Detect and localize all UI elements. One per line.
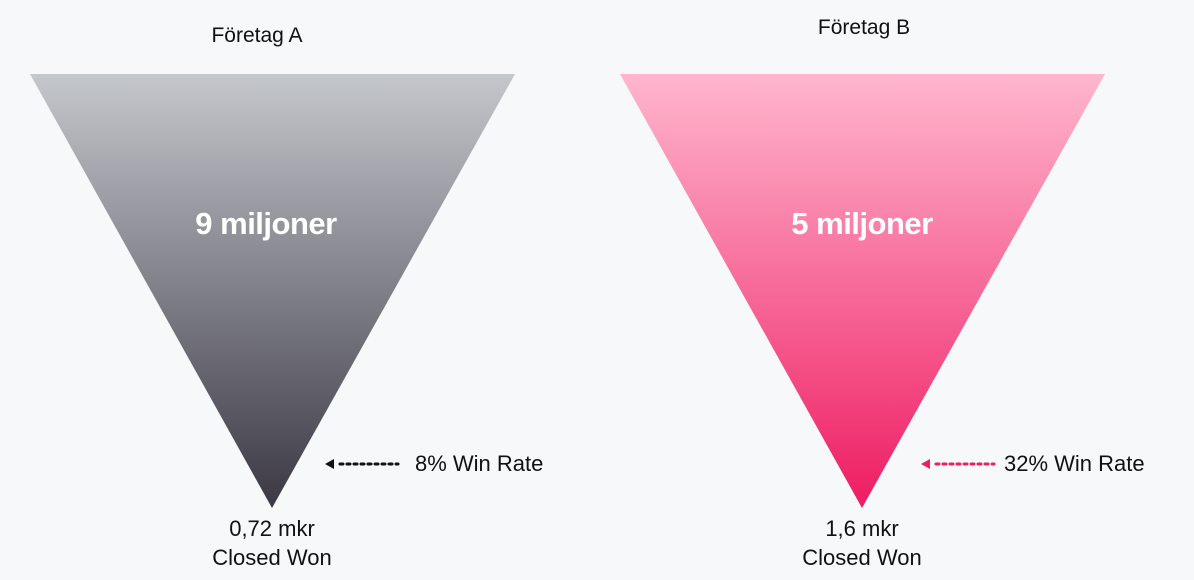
closed-label: Closed Won (802, 545, 922, 570)
closed-label: Closed Won (212, 545, 332, 570)
company-b-title: Företag B (817, 16, 911, 39)
closed-value: 0,72 mkr (229, 516, 315, 541)
arrow-left-icon-b (921, 459, 996, 469)
company-a-closed: 0,72 mkr Closed Won (212, 514, 331, 572)
company-a-title: Företag A (211, 24, 303, 47)
funnel-b-triangle (620, 74, 1105, 508)
company-b-closed: 1,6 mkr Closed Won (802, 514, 921, 572)
company-b-pipeline: 5 miljoner (791, 206, 933, 241)
funnel-a-triangle (30, 74, 515, 508)
company-a-pipeline: 9 miljoner (195, 206, 337, 241)
company-a-win-rate: 8% Win Rate (415, 451, 544, 476)
arrow-left-icon-a (325, 459, 400, 469)
closed-value: 1,6 mkr (825, 516, 899, 541)
company-b-win-rate: 32% Win Rate (1004, 451, 1145, 476)
